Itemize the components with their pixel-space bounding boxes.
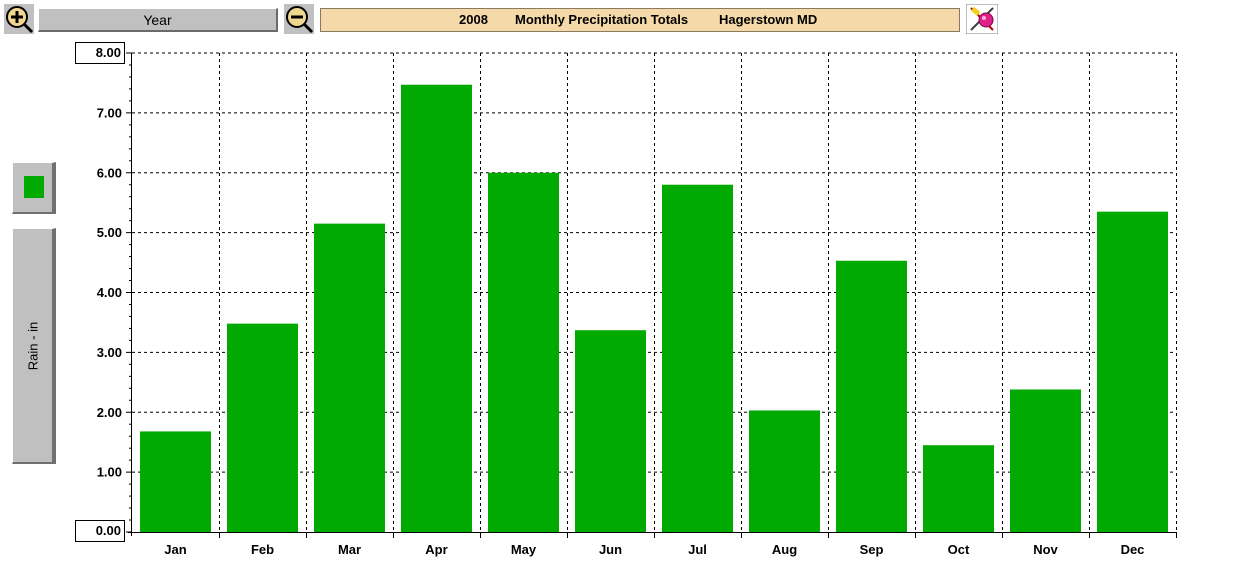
chart-title-bar: 2008 Monthly Precipitation Totals Hagers… — [320, 8, 960, 32]
y-tick-label: 7.00 — [97, 105, 122, 120]
y-tick-label: 4.00 — [97, 285, 122, 300]
y-tick-label: 3.00 — [97, 345, 122, 360]
paint-tool-icon[interactable] — [966, 4, 998, 34]
x-tick-label-feb: Feb — [251, 542, 274, 557]
x-tick-label-jun: Jun — [599, 542, 622, 557]
title-location: Hagerstown MD — [719, 12, 818, 27]
title-year: 2008 — [459, 12, 488, 27]
bar-oct — [923, 445, 994, 532]
x-tick-label-jul: Jul — [688, 542, 707, 557]
x-tick-label-dec: Dec — [1121, 542, 1145, 557]
x-tick-label-sep: Sep — [860, 542, 884, 557]
bar-aug — [749, 410, 820, 532]
bar-feb — [227, 323, 298, 532]
y-min-field[interactable]: 0.00 — [75, 520, 125, 542]
zoom-out-button[interactable] — [284, 4, 314, 34]
x-tick-label-jan: Jan — [164, 542, 186, 557]
x-tick-label-oct: Oct — [948, 542, 970, 557]
y-tick-label: 6.00 — [97, 165, 122, 180]
bar-dec — [1097, 211, 1168, 532]
y-max-field[interactable]: 8.00 — [75, 42, 125, 64]
y-axis-label-button[interactable]: Rain - in — [12, 228, 56, 464]
x-tick-label-aug: Aug — [772, 542, 797, 557]
bar-jan — [140, 431, 211, 532]
bar-sep — [836, 260, 907, 532]
y-tick-label: 1.00 — [97, 465, 122, 480]
y-tick-label: 5.00 — [97, 225, 122, 240]
bar-mar — [314, 223, 385, 533]
bar-jul — [662, 184, 733, 532]
x-tick-label-nov: Nov — [1033, 542, 1058, 557]
x-tick-label-may: May — [511, 542, 537, 557]
zoom-in-button[interactable] — [4, 4, 34, 34]
period-year-button[interactable]: Year — [38, 8, 278, 32]
bar-nov — [1010, 389, 1081, 532]
y-tick-label: 2.00 — [97, 405, 122, 420]
series-legend-button[interactable] — [12, 162, 56, 214]
title-main: Monthly Precipitation Totals — [515, 12, 689, 27]
x-tick-label-apr: Apr — [425, 542, 447, 557]
bar-apr — [401, 84, 472, 532]
series-color-swatch — [24, 176, 44, 198]
bar-jun — [575, 330, 646, 532]
x-tick-label-mar: Mar — [338, 542, 361, 557]
bar-may — [488, 172, 559, 532]
